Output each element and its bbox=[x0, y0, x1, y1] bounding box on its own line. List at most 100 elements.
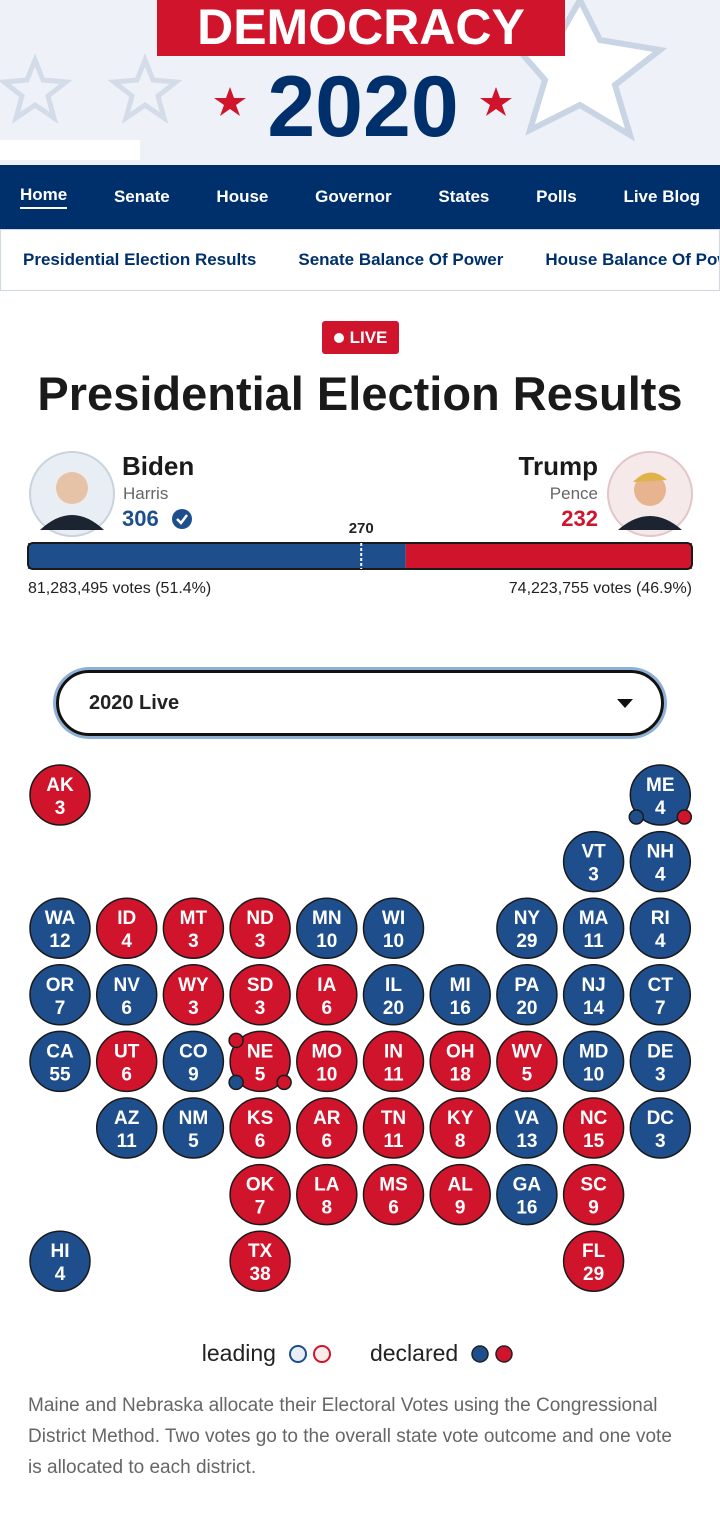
tile-map: AK3ME4VT3NH4WA12ID4MT3ND3MN10WI10NY29MA1… bbox=[29, 764, 693, 1292]
state-tile bbox=[362, 1097, 425, 1159]
electoral-bar: 270 bbox=[27, 520, 693, 570]
state-tile bbox=[162, 1030, 225, 1093]
state-ev: 6 bbox=[121, 1064, 132, 1085]
sub-nav-item[interactable]: Presidential Election Results bbox=[23, 250, 257, 269]
state-tile bbox=[496, 1163, 558, 1226]
state-tile bbox=[29, 764, 91, 826]
state-ev: 4 bbox=[655, 931, 666, 952]
state-abbr: DC bbox=[647, 1108, 675, 1129]
nav-item[interactable]: House bbox=[216, 187, 269, 206]
state-ev: 55 bbox=[49, 1064, 71, 1085]
state-abbr: WA bbox=[45, 908, 76, 929]
legend-swatch bbox=[471, 1344, 513, 1363]
candidate-name: Trump bbox=[518, 451, 598, 481]
state-ev: 18 bbox=[450, 1064, 471, 1085]
state-tile bbox=[496, 964, 558, 1026]
page-title: Presidential Election Results bbox=[37, 367, 683, 420]
state-ev: 4 bbox=[655, 798, 666, 819]
state-abbr: TN bbox=[381, 1108, 406, 1129]
state-abbr: AL bbox=[448, 1175, 474, 1196]
state-ev: 15 bbox=[583, 1131, 605, 1152]
state-ev: 20 bbox=[516, 998, 537, 1019]
state-ev: 9 bbox=[188, 1064, 199, 1085]
state-abbr: IL bbox=[385, 975, 402, 996]
state-ev: 14 bbox=[583, 998, 605, 1019]
state-tile bbox=[362, 964, 425, 1026]
live-label: LIVE bbox=[349, 327, 388, 347]
nav-item[interactable]: Senate bbox=[113, 187, 170, 206]
state-tile bbox=[629, 1030, 692, 1093]
state-ev: 6 bbox=[388, 1198, 399, 1219]
state-abbr: IA bbox=[317, 975, 336, 996]
state-abbr: NC bbox=[580, 1108, 608, 1129]
year-dropdown[interactable]: 2020 Live bbox=[56, 670, 664, 736]
state-tile bbox=[296, 1163, 358, 1226]
nav-item[interactable]: Live Blog bbox=[623, 187, 700, 206]
state-tile bbox=[229, 1230, 291, 1292]
state-ev: 20 bbox=[383, 998, 404, 1019]
state-ev: 3 bbox=[255, 931, 266, 952]
state-tile bbox=[429, 1163, 491, 1226]
state-ev: 9 bbox=[455, 1198, 466, 1219]
state-abbr: WI bbox=[382, 908, 405, 929]
state-ev: 38 bbox=[250, 1264, 271, 1285]
nav-item[interactable]: States bbox=[438, 187, 490, 206]
state-abbr: OR bbox=[46, 975, 75, 996]
banner-title: DEMOCRACY bbox=[197, 0, 525, 55]
district-dot bbox=[628, 809, 645, 825]
state-ev: 29 bbox=[516, 931, 537, 952]
state-ev: 3 bbox=[55, 798, 66, 819]
state-tile bbox=[296, 1030, 358, 1093]
sub-nav-item[interactable]: Senate Balance Of Power bbox=[298, 250, 504, 269]
nav-item[interactable]: Governor bbox=[315, 187, 392, 206]
popular-votes: 81,283,495 votes (51.4%) bbox=[28, 580, 212, 597]
state-tile bbox=[95, 964, 158, 1026]
photo bbox=[29, 451, 115, 537]
state-tile bbox=[562, 964, 625, 1026]
state-ev: 4 bbox=[655, 865, 666, 886]
state-abbr: WV bbox=[512, 1041, 543, 1062]
sub-nav-item[interactable]: House Balance Of Power bbox=[545, 250, 719, 269]
state-ev: 29 bbox=[583, 1264, 604, 1285]
state-abbr: HI bbox=[51, 1241, 70, 1262]
state-abbr: FL bbox=[582, 1241, 606, 1262]
state-tile bbox=[562, 1230, 625, 1292]
district-dot bbox=[228, 1032, 244, 1049]
state-abbr: MS bbox=[379, 1175, 408, 1196]
legend-swatch bbox=[288, 1344, 331, 1363]
state-abbr: MA bbox=[579, 908, 609, 929]
state-abbr: CO bbox=[179, 1041, 208, 1062]
nav-item[interactable]: Home bbox=[20, 185, 68, 209]
state-abbr: LA bbox=[314, 1175, 340, 1196]
state-tile bbox=[95, 1030, 158, 1093]
state-ev: 16 bbox=[516, 1198, 537, 1219]
threshold-label: 270 bbox=[349, 520, 374, 537]
state-ev: 11 bbox=[117, 1131, 138, 1152]
banner: DEMOCRACY 2020 bbox=[0, 0, 720, 165]
state-tile bbox=[562, 1097, 625, 1159]
state-ev: 10 bbox=[316, 931, 337, 952]
state-ev: 11 bbox=[584, 931, 605, 952]
state-abbr: MN bbox=[312, 908, 342, 929]
state-ev: 9 bbox=[588, 1198, 599, 1219]
state-ev: 6 bbox=[121, 998, 132, 1019]
state-abbr: SD bbox=[247, 975, 273, 996]
banner-star bbox=[0, 53, 73, 124]
state-ev: 6 bbox=[322, 1131, 333, 1152]
state-tile bbox=[429, 1097, 491, 1159]
state-tile bbox=[562, 897, 625, 959]
state-tile bbox=[29, 1030, 91, 1093]
nav-item[interactable]: Polls bbox=[536, 187, 577, 206]
state-ev: 8 bbox=[322, 1198, 333, 1219]
popular-votes: 74,223,755 votes (46.9%) bbox=[508, 580, 692, 597]
state-ev: 5 bbox=[522, 1064, 533, 1085]
banner-year: 2020 bbox=[267, 59, 458, 155]
state-abbr: TX bbox=[248, 1241, 273, 1262]
state-abbr: GA bbox=[513, 1175, 542, 1196]
state-ev: 13 bbox=[516, 1131, 537, 1152]
state-tile bbox=[362, 1030, 425, 1093]
state-ev: 10 bbox=[383, 931, 404, 952]
state-abbr: DE bbox=[647, 1041, 673, 1062]
photo bbox=[607, 451, 693, 537]
